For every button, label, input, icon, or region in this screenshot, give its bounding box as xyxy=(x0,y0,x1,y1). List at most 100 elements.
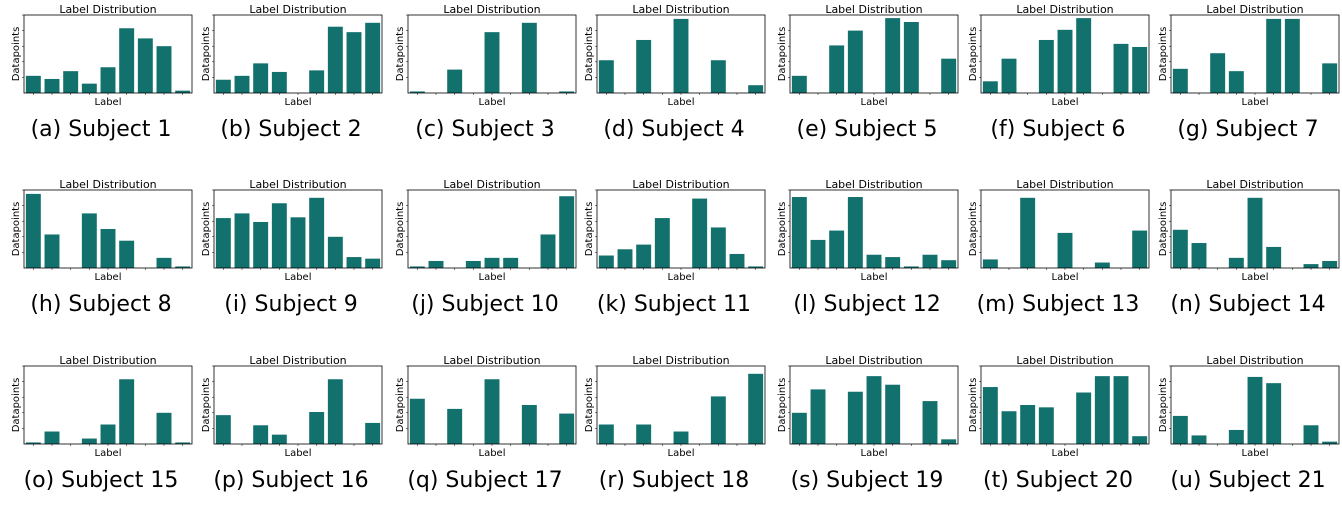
bar-label-4 xyxy=(673,431,689,444)
bar-label-1 xyxy=(44,431,60,444)
subfigure-caption: (o) Subject 15 xyxy=(23,468,179,493)
chart-panel-8: Label Distribution Datapoints Label (h) Sub… xyxy=(10,177,193,345)
bar-label-7 xyxy=(156,412,172,444)
x-axis-label: Label xyxy=(1052,272,1079,283)
bar-label-7 xyxy=(1303,264,1319,268)
chart-panel-12: Label Distribution Datapoints Label (l) Sub… xyxy=(776,177,959,345)
bar-label-2 xyxy=(1210,53,1226,93)
bar-label-7 xyxy=(922,254,938,268)
subfigure-caption: (c) Subject 3 xyxy=(415,117,555,142)
x-axis-label: Label xyxy=(479,448,506,459)
chart-title: Label Distribution xyxy=(1206,3,1303,16)
bar-chart: Label Distribution Datapoints Label xyxy=(968,178,1150,283)
x-axis-label: Label xyxy=(1052,448,1079,459)
chart-panel-1: Label Distribution Datapoints Label (a) Sub… xyxy=(10,2,193,170)
bar-label-8 xyxy=(748,373,764,444)
bar-label-5 xyxy=(1266,383,1282,444)
bar-label-0 xyxy=(215,218,231,268)
bar-label-6 xyxy=(710,396,726,444)
bar-label-5 xyxy=(885,384,901,444)
chart-title: Label Distribution xyxy=(59,354,156,367)
plot-frame xyxy=(407,14,577,94)
bar-label-1 xyxy=(1001,411,1017,444)
y-axis-label: Datapoints xyxy=(777,378,788,433)
bar-label-6 xyxy=(903,266,919,268)
chart-panel-21: Label Distribution Datapoints Label (u) Sub… xyxy=(1157,353,1340,521)
bar-label-2 xyxy=(253,425,269,444)
subfigure-caption: (g) Subject 7 xyxy=(1177,117,1319,142)
subfigure-caption: (l) Subject 12 xyxy=(793,292,941,317)
bar-label-4 xyxy=(1057,232,1073,268)
bar-label-8 xyxy=(1322,260,1338,268)
x-axis-label: Label xyxy=(95,272,122,283)
y-axis-label: Datapoints xyxy=(584,202,595,257)
bar-chart: Label Distribution Datapoints Label xyxy=(584,3,766,108)
bar-label-8 xyxy=(941,439,957,444)
bar-chart: Label Distribution Datapoints Label xyxy=(584,354,766,459)
bar-label-7 xyxy=(346,257,362,268)
plot-frame xyxy=(980,189,1150,269)
bar-label-0 xyxy=(598,424,614,444)
chart-panel-18: Label Distribution Datapoints Label (r) Sub… xyxy=(583,353,766,521)
bar-label-0 xyxy=(215,79,231,93)
subfigure-caption: (k) Subject 11 xyxy=(596,292,752,317)
bar-label-2 xyxy=(1020,197,1036,268)
plot-frame xyxy=(596,365,766,445)
bar-label-6 xyxy=(521,22,537,93)
x-axis-label: Label xyxy=(285,448,312,459)
bar-label-4 xyxy=(484,32,500,93)
bar-label-1 xyxy=(1191,243,1207,268)
chart-title: Label Distribution xyxy=(59,178,156,191)
bar-label-3 xyxy=(1038,39,1054,93)
y-axis-label: Datapoints xyxy=(395,27,406,82)
bar-label-5 xyxy=(119,28,135,93)
bar-label-6 xyxy=(710,227,726,268)
bar-label-1 xyxy=(428,260,444,268)
bar-label-1 xyxy=(44,234,60,268)
chart-panel-20: Label Distribution Datapoints Label (t) Sub… xyxy=(967,353,1150,521)
bar-label-3 xyxy=(1228,429,1244,444)
bar-label-1 xyxy=(1191,435,1207,444)
chart-panel-19: Label Distribution Datapoints Label (s) Sub… xyxy=(776,353,959,521)
x-axis-label: Label xyxy=(95,97,122,108)
bar-label-3 xyxy=(271,71,287,93)
chart-title: Label Distribution xyxy=(443,354,540,367)
chart-panel-9: Label Distribution Datapoints Label (i) Sub… xyxy=(200,177,383,345)
plot-frame xyxy=(980,365,1150,445)
chart-title: Label Distribution xyxy=(1016,3,1113,16)
bar-chart: Label Distribution Datapoints Label xyxy=(777,178,959,283)
bar-label-8 xyxy=(1322,441,1338,444)
bar-label-5 xyxy=(1076,392,1092,444)
bar-label-0 xyxy=(409,266,425,268)
chart-title: Label Distribution xyxy=(1016,354,1113,367)
chart-title: Label Distribution xyxy=(59,3,156,16)
bar-label-8 xyxy=(941,58,957,93)
chart-panel-5: Label Distribution Datapoints Label (e) Sub… xyxy=(776,2,959,170)
bar-label-0 xyxy=(598,255,614,268)
bar-label-7 xyxy=(1113,376,1129,444)
bar-chart: Label Distribution Datapoints Label xyxy=(11,3,193,108)
bar-label-4 xyxy=(1247,197,1263,268)
y-axis-label: Datapoints xyxy=(777,27,788,82)
bar-label-3 xyxy=(654,218,670,268)
bar-label-5 xyxy=(885,257,901,268)
y-axis-label: Datapoints xyxy=(1158,27,1169,82)
bar-chart: Label Distribution Datapoints Label xyxy=(201,354,383,459)
bar-label-2 xyxy=(829,230,845,268)
y-axis-label: Datapoints xyxy=(11,202,22,257)
x-axis-label: Label xyxy=(1242,448,1269,459)
subfigure-caption: (u) Subject 21 xyxy=(1170,468,1326,493)
plot-frame xyxy=(23,365,193,445)
x-axis-label: Label xyxy=(285,97,312,108)
y-axis-label: Datapoints xyxy=(201,378,212,433)
plot-frame xyxy=(789,365,959,445)
bar-label-2 xyxy=(636,424,652,444)
bar-label-3 xyxy=(81,83,97,93)
bar-label-0 xyxy=(1172,68,1188,93)
x-axis-label: Label xyxy=(479,97,506,108)
bar-label-0 xyxy=(791,197,807,268)
y-axis-label: Datapoints xyxy=(11,378,22,433)
x-axis-label: Label xyxy=(861,448,888,459)
bar-label-5 xyxy=(503,257,519,268)
y-axis-label: Datapoints xyxy=(584,27,595,82)
